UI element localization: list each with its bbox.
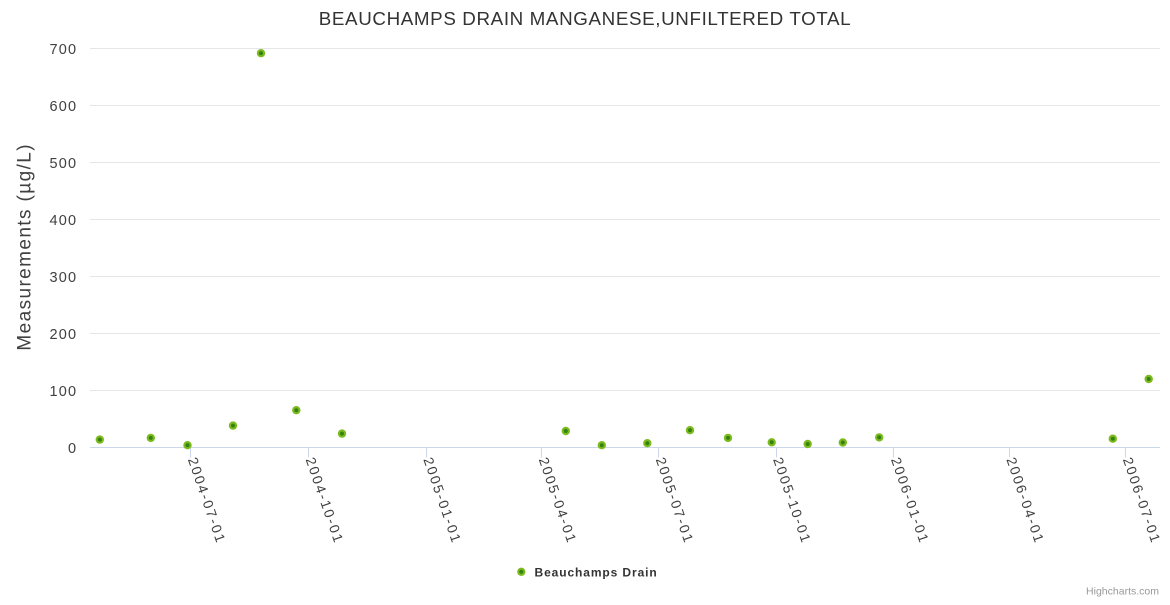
svg-text:BEAUCHAMPS DRAIN MANGANESE,UNF: BEAUCHAMPS DRAIN MANGANESE,UNFILTERED TO… (319, 8, 851, 29)
svg-text:700: 700 (50, 42, 78, 58)
svg-text:300: 300 (50, 270, 78, 286)
svg-text:100: 100 (50, 384, 78, 400)
svg-text:Highcharts.com: Highcharts.com (1086, 586, 1159, 598)
svg-text:200: 200 (50, 327, 78, 343)
svg-text:Beauchamps Drain: Beauchamps Drain (535, 565, 658, 579)
svg-text:400: 400 (50, 213, 78, 229)
svg-text:600: 600 (50, 99, 78, 115)
svg-text:500: 500 (50, 156, 78, 172)
svg-text:Measurements (µg/L): Measurements (µg/L) (15, 143, 36, 351)
svg-text:0: 0 (68, 441, 77, 457)
